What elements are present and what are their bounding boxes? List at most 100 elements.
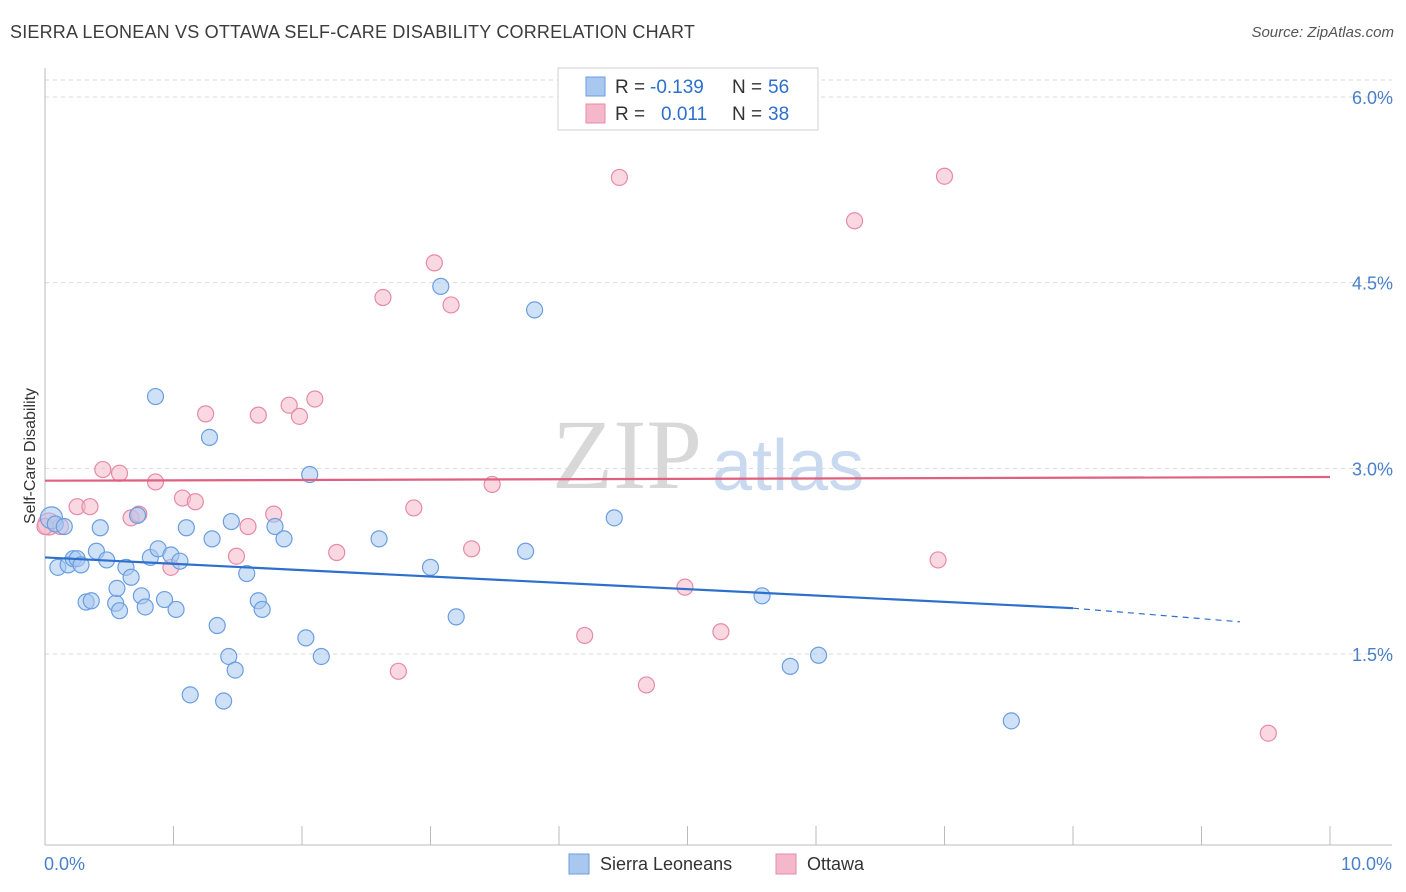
sierra-point-50 xyxy=(605,509,623,527)
trend-lines xyxy=(44,475,1331,623)
sierra-point-43 xyxy=(312,647,330,666)
sierra-point-26 xyxy=(171,552,189,570)
sierra-point-19 xyxy=(136,598,154,616)
sierra-point-32 xyxy=(215,692,233,710)
legend-r-label-1: R = xyxy=(615,77,645,98)
sierra-point-30 xyxy=(203,530,221,548)
ottawa-point-22 xyxy=(389,662,407,680)
sierra-point-10 xyxy=(91,519,109,537)
sierra-point-6 xyxy=(72,556,90,574)
sierra-trend-extension xyxy=(1072,607,1241,623)
sierra-point-34 xyxy=(222,512,240,531)
ottawa-point-19 xyxy=(306,390,324,408)
ottawa-point-14 xyxy=(239,517,257,536)
legend-swatch-blue xyxy=(585,76,606,97)
ottawa-point-33 xyxy=(845,212,864,230)
ottawa-point-5 xyxy=(110,464,129,482)
legend-n-label-1: N = xyxy=(732,77,762,98)
bottom-legend-label-ottawa: Ottawa xyxy=(807,854,865,874)
sierra-point-52 xyxy=(781,657,799,675)
chart-title: SIERRA LEONEAN VS OTTAWA SELF-CARE DISAB… xyxy=(10,22,696,42)
sierra-point-45 xyxy=(421,558,440,576)
scatter-points xyxy=(36,167,1277,742)
watermark-atlas: atlas xyxy=(712,426,864,506)
sierra-point-44 xyxy=(370,530,388,548)
y-tick-label-0: 1.5% xyxy=(1352,645,1393,665)
sierra-point-41 xyxy=(297,629,315,647)
sierra-trend-line xyxy=(44,556,1074,610)
ottawa-point-17 xyxy=(280,396,298,414)
legend-n-value-1: 56 xyxy=(768,77,789,98)
legend: R = -0.139 N = 56 R = 0.011 N = 38 xyxy=(557,67,819,131)
ottawa-point-18 xyxy=(290,407,309,425)
ottawa-point-21 xyxy=(374,288,392,307)
sierra-point-36 xyxy=(238,564,256,583)
ottawa-point-20 xyxy=(328,543,346,562)
watermark-zip: ZIP xyxy=(552,399,702,510)
ottawa-point-24 xyxy=(425,254,443,272)
sierra-point-46 xyxy=(432,277,450,295)
ottawa-point-4 xyxy=(94,460,112,479)
ottawa-point-13 xyxy=(227,547,246,565)
ottawa-point-11 xyxy=(186,493,204,511)
bottom-legend-swatch-blue xyxy=(568,853,590,875)
bottom-legend-label-sierra: Sierra Leoneans xyxy=(600,854,732,874)
sierra-point-31 xyxy=(208,616,226,635)
sierra-point-13 xyxy=(108,579,126,597)
legend-r-value-2: 0.011 xyxy=(661,104,707,125)
ottawa-point-3 xyxy=(81,498,99,516)
sierra-point-49 xyxy=(516,542,535,560)
sierra-point-35 xyxy=(226,661,244,679)
ottawa-point-31 xyxy=(676,578,694,596)
sierra-point-51 xyxy=(753,587,771,605)
legend-r-value-1: -0.139 xyxy=(650,77,704,98)
legend-n-label-2: N = xyxy=(732,104,762,125)
sierra-point-8 xyxy=(82,592,100,610)
x-tick-label-min: 0.0% xyxy=(44,854,85,874)
ottawa-point-25 xyxy=(442,296,460,314)
sierra-point-38 xyxy=(253,600,271,619)
y-axis-label: Self-Care Disability xyxy=(22,388,39,524)
ottawa-point-35 xyxy=(935,167,954,185)
sierra-point-28 xyxy=(181,686,199,704)
axes xyxy=(44,68,1392,846)
ottawa-point-26 xyxy=(463,540,481,558)
sierra-point-48 xyxy=(525,301,544,319)
ottawa-point-12 xyxy=(197,405,215,423)
sierra-point-14 xyxy=(110,602,129,620)
ottawa-point-32 xyxy=(712,623,730,641)
ottawa-point-36 xyxy=(1259,724,1277,742)
legend-n-value-2: 38 xyxy=(768,104,789,125)
ottawa-point-30 xyxy=(637,676,655,694)
legend-swatch-pink xyxy=(585,103,606,124)
y-tick-label-3: 6.0% xyxy=(1352,88,1393,108)
ottawa-trend-line xyxy=(44,475,1331,482)
ottawa-point-28 xyxy=(576,626,594,645)
bottom-legend-swatch-pink xyxy=(775,853,797,875)
ottawa-point-34 xyxy=(929,551,947,569)
sierra-point-17 xyxy=(128,506,147,524)
sierra-point-21 xyxy=(146,387,165,406)
y-tick-label-1: 3.0% xyxy=(1352,459,1393,479)
source-label: Source: ZipAtlas.com xyxy=(1251,24,1394,41)
sierra-point-25 xyxy=(167,600,185,619)
sierra-point-42 xyxy=(301,465,319,484)
ottawa-point-8 xyxy=(146,473,165,491)
sierra-point-39 xyxy=(266,517,284,536)
sierra-point-53 xyxy=(809,646,828,664)
sierra-point-47 xyxy=(447,608,465,626)
sierra-point-29 xyxy=(200,428,219,446)
legend-r-label-2: R = xyxy=(615,104,645,125)
x-tick-label-max: 10.0% xyxy=(1341,854,1392,874)
ottawa-point-15 xyxy=(249,406,267,424)
sierra-point-55 xyxy=(55,517,73,536)
ottawa-point-29 xyxy=(610,168,628,187)
bottom-legend: Sierra Leoneans Ottawa xyxy=(568,853,865,875)
sierra-point-16 xyxy=(122,568,140,586)
y-tick-label-2: 4.5% xyxy=(1352,274,1393,294)
sierra-point-23 xyxy=(155,590,174,609)
sierra-point-54 xyxy=(1002,712,1020,730)
ottawa-point-23 xyxy=(405,499,423,517)
sierra-point-27 xyxy=(177,519,195,537)
